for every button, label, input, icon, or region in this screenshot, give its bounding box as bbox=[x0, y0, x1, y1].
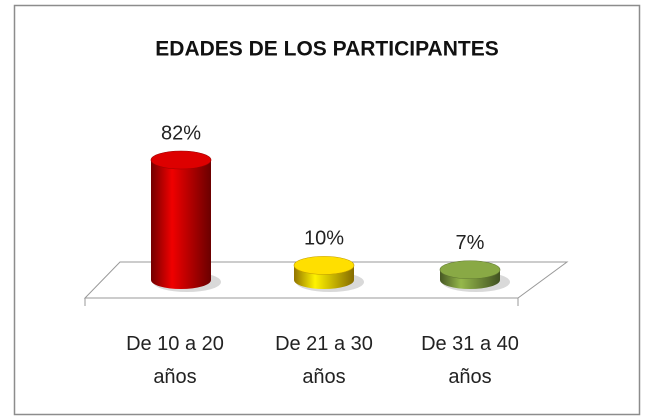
bar bbox=[293, 256, 364, 292]
bar bbox=[439, 260, 510, 292]
bar-body bbox=[151, 160, 211, 289]
chart-title: EDADES DE LOS PARTICIPANTES bbox=[155, 38, 498, 61]
bar bbox=[150, 150, 221, 292]
data-label: 10% bbox=[304, 228, 344, 250]
bar-top bbox=[439, 260, 501, 280]
bar-top bbox=[293, 256, 355, 275]
chart-frame bbox=[13, 4, 641, 416]
bar-top bbox=[150, 150, 212, 170]
x-tick-label: De 10 a 20 años bbox=[126, 333, 224, 388]
x-tick-label: De 31 a 40 años bbox=[421, 333, 519, 388]
data-label: 82% bbox=[161, 122, 201, 144]
data-label: 7% bbox=[456, 232, 485, 254]
x-tick-label: De 21 a 30 años bbox=[275, 333, 373, 388]
